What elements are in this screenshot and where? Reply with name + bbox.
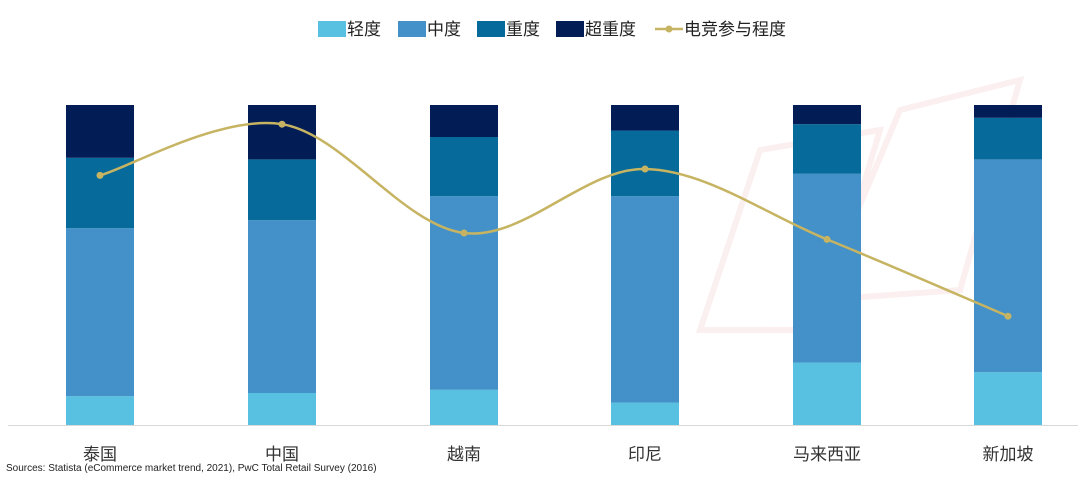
source-note: Sources: Statista (eCommerce market tren… xyxy=(6,463,377,474)
bar-4-4 xyxy=(611,105,679,131)
legend-swatch-1 xyxy=(318,21,346,37)
bar-3-4 xyxy=(611,130,679,197)
bar-3-3 xyxy=(430,137,498,197)
legend-swatch-4 xyxy=(556,21,584,37)
x-tick-label-6: 新加坡 xyxy=(983,445,1034,465)
legend-label-1: 轻度 xyxy=(347,20,381,40)
x-tick-labels: 泰国 中国 越南 印尼 马来西亚 新加坡 xyxy=(83,445,1034,465)
line-point-3 xyxy=(460,229,468,237)
bar-1-6 xyxy=(974,372,1042,425)
bar-4-3 xyxy=(430,105,498,137)
legend-label-5: 电竞参与程度 xyxy=(684,20,786,40)
legend-swatch-3 xyxy=(477,21,505,37)
bar-1-5 xyxy=(793,362,861,425)
bars xyxy=(66,105,1042,425)
line-point-2 xyxy=(278,120,286,128)
participation-line xyxy=(96,120,1012,320)
x-tick-label-5: 马来西亚 xyxy=(793,445,861,465)
legend-swatch-2 xyxy=(398,21,426,37)
bar-1-1 xyxy=(66,396,134,425)
bar-4-5 xyxy=(793,105,861,125)
legend-line-marker xyxy=(665,25,673,33)
bar-2-5 xyxy=(793,173,861,363)
bar-2-2 xyxy=(248,220,316,393)
line-point-5 xyxy=(823,235,831,243)
x-tick-label-4: 印尼 xyxy=(628,445,662,465)
bar-4-6 xyxy=(974,105,1042,118)
x-tick-label-1: 泰国 xyxy=(83,445,117,465)
bar-1-3 xyxy=(430,389,498,425)
bar-2-3 xyxy=(430,196,498,390)
bar-3-5 xyxy=(793,124,861,174)
x-tick-label-3: 越南 xyxy=(447,445,481,465)
line-point-4 xyxy=(641,165,649,173)
line-point-1 xyxy=(96,171,104,179)
bar-2-4 xyxy=(611,196,679,403)
legend-label-2: 中度 xyxy=(427,20,461,40)
bar-3-2 xyxy=(248,159,316,221)
x-tick-label-2: 中国 xyxy=(265,445,299,465)
bar-2-1 xyxy=(66,228,134,397)
bar-1-4 xyxy=(611,402,679,425)
legend-label-3: 重度 xyxy=(506,20,540,40)
bar-1-2 xyxy=(248,393,316,425)
bar-2-6 xyxy=(974,159,1042,373)
line-point-6 xyxy=(1004,312,1012,320)
bar-3-6 xyxy=(974,117,1042,160)
participation-line-path xyxy=(99,121,1009,318)
legend-label-4: 超重度 xyxy=(585,20,636,40)
watermark-logo xyxy=(695,75,1025,333)
bar-4-1 xyxy=(66,105,134,158)
bar-3-1 xyxy=(66,157,134,229)
legend: 轻度 中度 重度 超重度 电竞参与程度 xyxy=(318,20,786,40)
